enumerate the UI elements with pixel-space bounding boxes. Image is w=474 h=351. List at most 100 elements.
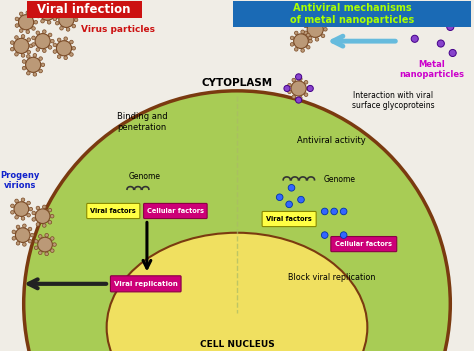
Circle shape [21,217,25,220]
Circle shape [53,5,57,8]
Circle shape [340,232,347,238]
Circle shape [296,74,301,80]
Circle shape [10,41,14,44]
Circle shape [53,50,57,53]
Circle shape [296,97,301,103]
Circle shape [36,223,40,226]
Circle shape [27,201,30,205]
Circle shape [304,31,308,35]
FancyBboxPatch shape [27,1,142,18]
Circle shape [47,20,51,24]
Circle shape [33,53,36,57]
Circle shape [51,237,54,240]
Circle shape [56,41,72,56]
Circle shape [23,224,26,227]
Circle shape [307,33,310,37]
Circle shape [15,53,18,56]
Circle shape [41,19,45,23]
Text: Progeny
virions: Progeny virions [0,171,40,190]
Circle shape [288,185,295,191]
Circle shape [294,47,298,51]
Circle shape [38,234,42,238]
Circle shape [32,36,36,40]
Circle shape [21,198,25,201]
Circle shape [321,208,328,215]
Circle shape [57,55,61,59]
FancyBboxPatch shape [262,211,316,227]
Circle shape [27,55,30,58]
Circle shape [26,30,29,34]
Circle shape [15,17,19,21]
Circle shape [307,87,310,90]
Circle shape [288,90,292,94]
Circle shape [40,5,55,20]
Circle shape [55,21,59,25]
Circle shape [29,207,33,211]
Circle shape [309,39,312,43]
Circle shape [409,12,416,19]
Circle shape [32,218,36,221]
Circle shape [36,14,40,18]
Circle shape [38,251,42,254]
Circle shape [290,42,294,46]
Circle shape [449,49,456,57]
FancyBboxPatch shape [331,237,397,252]
Circle shape [284,85,290,92]
Circle shape [298,196,304,203]
Text: Block viral replication: Block viral replication [288,273,375,282]
Text: Genome: Genome [128,172,161,181]
Circle shape [447,24,454,31]
Circle shape [39,57,43,60]
Circle shape [10,47,14,51]
Circle shape [36,31,40,34]
Circle shape [307,21,323,37]
Circle shape [331,208,337,215]
Circle shape [15,199,18,203]
Circle shape [53,243,56,246]
Circle shape [70,53,73,56]
Circle shape [37,237,52,252]
Circle shape [72,46,75,50]
Circle shape [18,15,34,30]
Circle shape [53,43,57,47]
Circle shape [290,36,294,40]
Text: Cellular factors: Cellular factors [147,208,204,214]
Circle shape [301,30,304,34]
Circle shape [36,206,40,210]
Circle shape [276,194,283,200]
Circle shape [294,34,308,48]
Circle shape [47,1,51,5]
Text: Binding and
penetration: Binding and penetration [117,112,167,132]
Text: Viral factors: Viral factors [91,208,136,214]
Text: CYTOPLASM: CYTOPLASM [201,79,273,88]
Circle shape [27,71,30,75]
Circle shape [304,24,308,28]
Circle shape [15,24,19,27]
Circle shape [34,20,37,24]
Circle shape [32,43,36,46]
Circle shape [15,228,30,243]
Text: Antiviral mechanisms
of metal nanoparticles: Antiviral mechanisms of metal nanopartic… [290,3,414,25]
FancyBboxPatch shape [87,204,140,219]
Circle shape [33,73,36,76]
Circle shape [64,56,67,60]
Circle shape [43,30,46,33]
Circle shape [51,39,54,43]
Text: Viral replication: Viral replication [114,281,178,287]
Circle shape [43,224,46,227]
Text: Viral infection: Viral infection [37,3,131,16]
Circle shape [19,12,23,16]
FancyBboxPatch shape [144,204,207,219]
Circle shape [16,241,20,245]
FancyBboxPatch shape [110,276,181,292]
Circle shape [34,246,38,250]
Circle shape [70,40,73,44]
Circle shape [21,34,25,38]
Circle shape [74,18,78,22]
Circle shape [35,34,50,49]
Circle shape [299,77,302,81]
Circle shape [60,10,64,13]
Text: Antiviral activity: Antiviral activity [297,136,366,145]
Circle shape [301,49,304,52]
Circle shape [304,80,308,84]
